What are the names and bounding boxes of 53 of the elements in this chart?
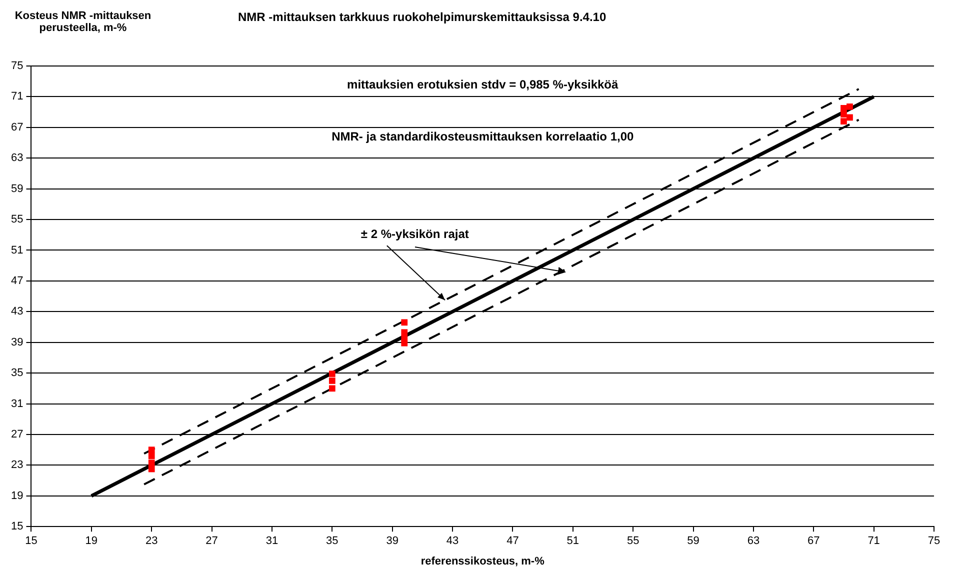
x-tick-label: 35 bbox=[326, 535, 338, 548]
x-tick-label: 55 bbox=[626, 535, 640, 548]
x-tick-label: 63 bbox=[747, 535, 760, 548]
x-tick-label: 51 bbox=[566, 535, 580, 548]
x-tick-label: 67 bbox=[808, 535, 820, 548]
x-tick-label: 75 bbox=[928, 535, 940, 548]
y-tick-label: 75 bbox=[10, 60, 24, 72]
point bbox=[328, 385, 336, 392]
x-axis-title: referenssikosteus, m-% bbox=[420, 555, 545, 568]
y-tick-label: 63 bbox=[10, 152, 24, 164]
point bbox=[328, 378, 336, 384]
x-tick-label: 59 bbox=[687, 535, 700, 548]
annotation: NMR- ja standardikosteusmittauksen korrelaatio 1,00 bbox=[332, 130, 634, 144]
y-tick-label: 31 bbox=[10, 398, 24, 410]
annotation: mittauksien erotuksien stdv = 0,985 %-yksikköä bbox=[347, 78, 619, 92]
y-tick-label: 67 bbox=[10, 121, 24, 134]
point bbox=[148, 466, 155, 472]
y-tick-label: 35 bbox=[10, 367, 24, 380]
point bbox=[840, 111, 847, 118]
x-tick-label: 31 bbox=[266, 535, 278, 548]
point bbox=[846, 104, 853, 110]
point bbox=[148, 460, 155, 466]
y-axis-title: Kosteus NMR -mittauksen perusteella, m-% bbox=[14, 10, 152, 34]
y-tick-label: 59 bbox=[10, 182, 24, 195]
y-tick-label: 51 bbox=[10, 244, 24, 256]
y-tick-label: 39 bbox=[10, 336, 24, 348]
point bbox=[148, 452, 155, 460]
point bbox=[840, 105, 847, 112]
x-tick-label: 47 bbox=[506, 535, 519, 548]
x-tick-label: 23 bbox=[145, 535, 158, 548]
y-tick-label: 55 bbox=[10, 214, 24, 226]
x-tick-label: 19 bbox=[85, 535, 98, 548]
point bbox=[328, 370, 336, 378]
x-tick-label: 43 bbox=[446, 535, 459, 548]
x-tick-label: 15 bbox=[25, 535, 38, 548]
point bbox=[401, 335, 408, 342]
x-tick-label: 71 bbox=[868, 535, 880, 548]
point bbox=[840, 118, 847, 124]
y-tick-label: 27 bbox=[10, 428, 24, 441]
x-tick-label: 27 bbox=[206, 535, 218, 548]
y-tick-label: 71 bbox=[10, 90, 24, 103]
y-tick-label: 47 bbox=[10, 274, 24, 287]
y-tick-label: 43 bbox=[10, 306, 24, 318]
point bbox=[401, 319, 408, 326]
chart-title: NMR -mittauksen tarkkuus ruokohelpimurskemittauksissa 9.4.10 bbox=[238, 10, 606, 24]
y-tick-label: 23 bbox=[10, 459, 24, 472]
point bbox=[846, 114, 853, 121]
y-tick-label: 19 bbox=[10, 490, 24, 502]
x-tick-label: 39 bbox=[386, 535, 398, 548]
point bbox=[148, 446, 155, 454]
annotation: ± 2 %-yksikön rajat bbox=[360, 226, 469, 241]
y-tick-label: 15 bbox=[10, 520, 24, 533]
point bbox=[401, 329, 408, 336]
